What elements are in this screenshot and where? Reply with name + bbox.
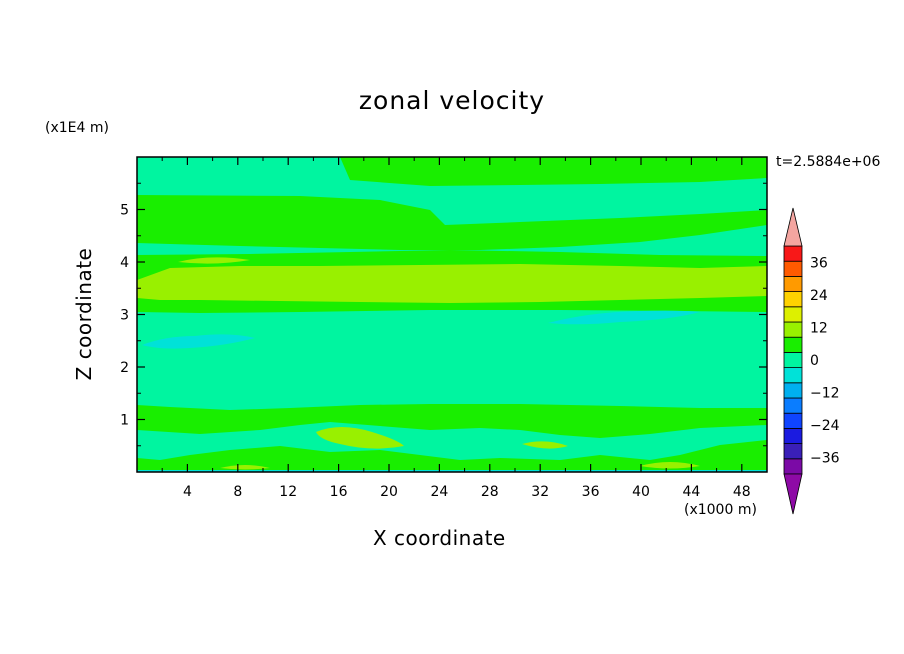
region-patch-lower-2 (522, 441, 568, 449)
colorbar-segment-14 (783, 245, 803, 262)
colorbar-label-12: 12 (810, 320, 828, 336)
region-band-top (340, 157, 767, 186)
x-tick-label-48: 48 (733, 484, 751, 500)
region-lower-mix (137, 422, 767, 460)
colorbar-segment-10 (783, 306, 803, 323)
y-tick-label-3: 3 (120, 308, 129, 324)
y-tick-label-4: 4 (120, 255, 129, 271)
colorbar-segment-12 (783, 275, 803, 292)
plot-area (136, 156, 768, 473)
time-label: t=2.5884e+06 (776, 154, 881, 170)
colorbar-segment-8 (783, 336, 803, 353)
x-tick-label-4: 4 (183, 484, 192, 500)
region-patch-cyan-right (548, 310, 700, 325)
x-tick-label-40: 40 (632, 484, 650, 500)
x-axis-label: X coordinate (373, 526, 506, 550)
x-tick-label-16: 16 (330, 484, 348, 500)
colorbar-segment-2 (783, 427, 803, 444)
colorbar-label-24: 24 (810, 288, 828, 304)
y-tick-label-2: 2 (120, 360, 129, 376)
x-tick-label-28: 28 (481, 484, 499, 500)
region-patch-lower-3 (640, 462, 700, 469)
colorbar-segment-6 (783, 367, 803, 384)
x-axis-unit: (x1000 m) (684, 502, 757, 518)
colorbar-segment-7 (783, 351, 803, 368)
colorbar-segment-1 (783, 443, 803, 460)
region-band-strong (137, 264, 767, 303)
colorbar-over-arrow (783, 207, 803, 247)
region-patch-cyan-left (142, 334, 255, 349)
colorbar-label--24: −24 (810, 418, 840, 434)
chart-title: zonal velocity (358, 86, 546, 115)
colorbar-label-0: 0 (810, 353, 819, 369)
colorbar-label--12: −12 (810, 386, 840, 402)
x-tick-label-44: 44 (682, 484, 700, 500)
colorbar-segment-13 (783, 260, 803, 277)
colorbar-label-36: 36 (810, 255, 828, 271)
colorbar-segment-11 (783, 291, 803, 308)
colorbar-segment-9 (783, 321, 803, 338)
colorbar-label--36: −36 (810, 451, 840, 467)
colorbar-segment-3 (783, 412, 803, 429)
x-tick-label-8: 8 (233, 484, 242, 500)
y-axis-unit: (x1E4 m) (45, 120, 109, 136)
colorbar-under-arrow (783, 473, 803, 515)
colorbar-segment-0 (783, 458, 803, 475)
x-tick-label-24: 24 (430, 484, 448, 500)
colorbar-segment-5 (783, 382, 803, 399)
y-tick-label-5: 5 (120, 203, 129, 219)
y-tick-label-1: 1 (120, 413, 129, 429)
region-patch-lower-1 (316, 427, 404, 449)
x-tick-label-12: 12 (279, 484, 297, 500)
x-tick-label-32: 32 (531, 484, 549, 500)
region-patch-lower-4 (220, 465, 270, 470)
colorbar-segment-4 (783, 397, 803, 414)
region-patch-upper (178, 257, 250, 264)
x-tick-label-36: 36 (582, 484, 600, 500)
x-tick-label-20: 20 (380, 484, 398, 500)
region-band-upper (137, 195, 767, 250)
